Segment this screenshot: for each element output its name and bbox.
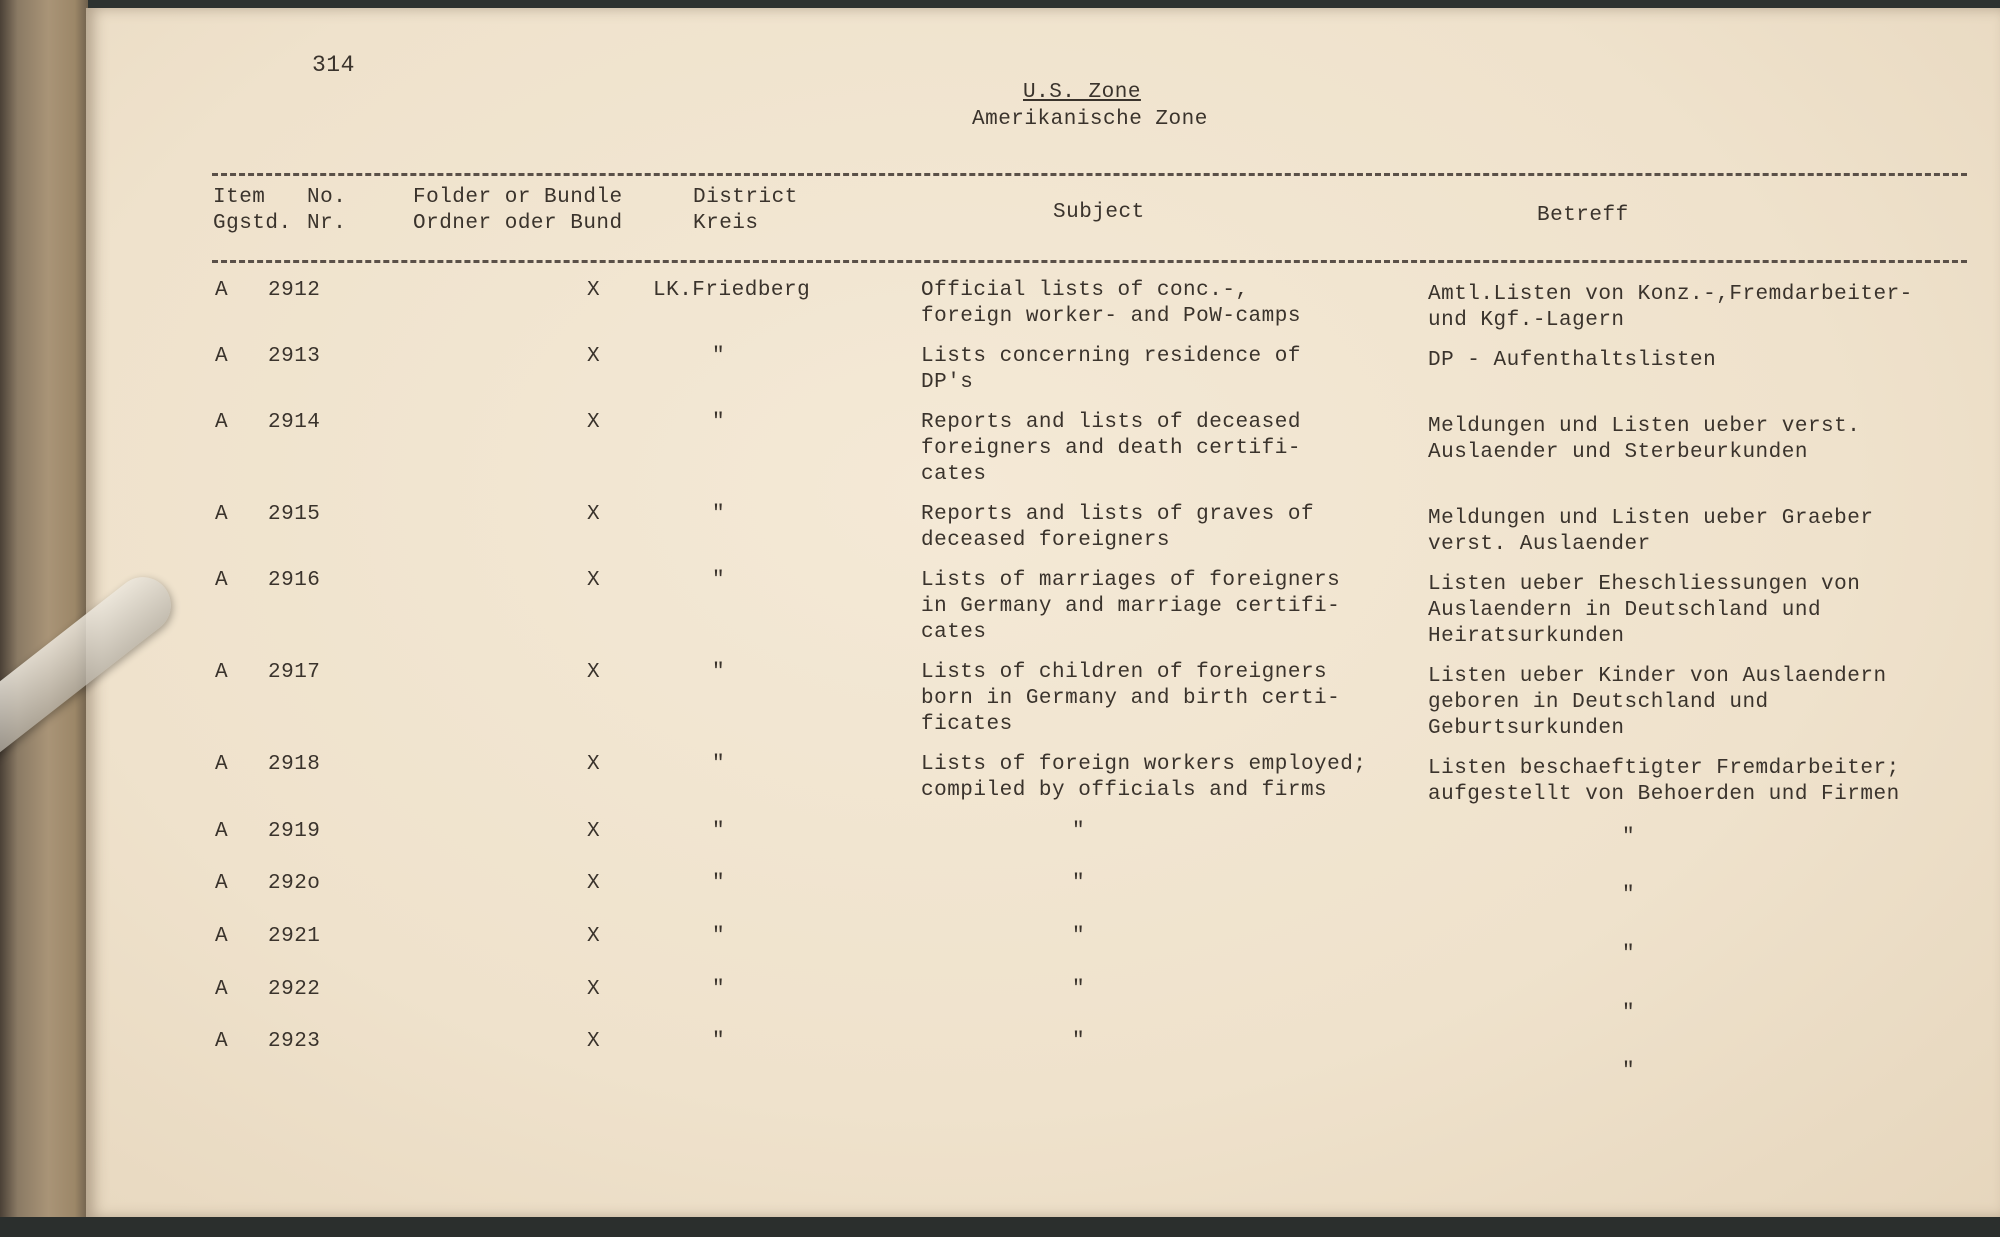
cell-district: ": [712, 872, 726, 895]
cell-district: ": [712, 820, 726, 843]
cell-subject: Lists of marriages of foreigners in Germ…: [921, 569, 1341, 644]
cell-betreff: ": [1622, 884, 1636, 907]
cell-item: A: [215, 820, 229, 843]
cell-betreff: Amtl.Listen von Konz.-,Fremdarbeiter- un…: [1428, 283, 1913, 332]
cell-district: ": [712, 753, 726, 776]
cell-betreff: ": [1622, 1060, 1636, 1083]
divider-top: [212, 173, 1967, 176]
cell-subject: Lists of children of foreigners born in …: [921, 661, 1341, 736]
cell-no: 2921: [268, 925, 321, 948]
cell-item: A: [215, 279, 229, 302]
cell-subject: Lists concerning residence of DP's: [921, 345, 1301, 394]
book-bottom-edge: [0, 1217, 2000, 1237]
cell-folder: X: [587, 1030, 601, 1053]
cell-folder: X: [587, 925, 601, 948]
cell-item: A: [215, 345, 229, 368]
divider-header: [212, 260, 1967, 263]
cell-folder: X: [587, 820, 601, 843]
cell-subject: ": [1072, 978, 1086, 1001]
cell-item: A: [215, 753, 229, 776]
cell-district: ": [712, 411, 726, 434]
cell-district: ": [712, 569, 726, 592]
cell-no: 2918: [268, 753, 321, 776]
header-folder: Folder or Bundle Ordner oder Bund: [413, 186, 623, 235]
cell-no: 2919: [268, 820, 321, 843]
cell-betreff: ": [1622, 943, 1636, 966]
cell-folder: X: [587, 978, 601, 1001]
cell-no: 2922: [268, 978, 321, 1001]
header-district: District Kreis: [693, 186, 798, 235]
header-item: Item Ggstd.: [213, 186, 292, 235]
cell-district: ": [712, 1030, 726, 1053]
cell-district: ": [712, 925, 726, 948]
cell-betreff: Listen ueber Eheschliessungen von Auslae…: [1428, 573, 1861, 648]
cell-item: A: [215, 661, 229, 684]
cell-betreff: Listen ueber Kinder von Auslaendern gebo…: [1428, 665, 1887, 740]
page-number: 314: [312, 52, 355, 78]
cell-folder: X: [587, 279, 601, 302]
cell-folder: X: [587, 872, 601, 895]
cell-betreff: DP - Aufenthaltslisten: [1428, 349, 1717, 372]
cell-folder: X: [587, 503, 601, 526]
cell-subject: ": [1072, 925, 1086, 948]
page-title: U.S. Zone: [1023, 81, 1141, 104]
cell-district: ": [712, 503, 726, 526]
cell-item: A: [215, 1030, 229, 1053]
cell-no: 2912: [268, 279, 321, 302]
cell-betreff: Meldungen und Listen ueber Graeber verst…: [1428, 507, 1874, 556]
cell-item: A: [215, 569, 229, 592]
cell-district: LK.Friedberg: [653, 279, 811, 302]
cell-no: 2913: [268, 345, 321, 368]
header-no: No. Nr.: [307, 186, 347, 235]
page-subtitle: Amerikanische Zone: [972, 108, 1208, 131]
cell-folder: X: [587, 411, 601, 434]
cell-folder: X: [587, 345, 601, 368]
cell-subject: Official lists of conc.-, foreign worker…: [921, 279, 1301, 328]
cell-item: A: [215, 411, 229, 434]
cell-subject: Reports and lists of deceased foreigners…: [921, 411, 1301, 486]
cell-no: 2923: [268, 1030, 321, 1053]
cell-district: ": [712, 661, 726, 684]
header-subject: Subject: [1053, 201, 1145, 224]
cell-no: 2915: [268, 503, 321, 526]
cell-district: ": [712, 345, 726, 368]
cell-subject: ": [1072, 820, 1086, 843]
cell-no: 292o: [268, 872, 321, 895]
cell-no: 2914: [268, 411, 321, 434]
cell-subject: Lists of foreign workers employed; compi…: [921, 753, 1367, 802]
cell-item: A: [215, 503, 229, 526]
cell-no: 2917: [268, 661, 321, 684]
cell-item: A: [215, 872, 229, 895]
cell-folder: X: [587, 569, 601, 592]
cell-betreff: ": [1622, 826, 1636, 849]
cell-district: ": [712, 978, 726, 1001]
cell-folder: X: [587, 661, 601, 684]
cell-item: A: [215, 978, 229, 1001]
cell-betreff: Listen beschaeftigter Fremdarbeiter; auf…: [1428, 757, 1900, 806]
header-betreff: Betreff: [1537, 204, 1629, 227]
cell-subject: ": [1072, 872, 1086, 895]
cell-no: 2916: [268, 569, 321, 592]
cell-subject: Reports and lists of graves of deceased …: [921, 503, 1315, 552]
cell-subject: ": [1072, 1030, 1086, 1053]
cell-betreff: Meldungen und Listen ueber verst. Auslae…: [1428, 415, 1861, 464]
book-page-edges: [0, 0, 88, 1237]
cell-item: A: [215, 925, 229, 948]
cell-folder: X: [587, 753, 601, 776]
cell-betreff: ": [1622, 1002, 1636, 1025]
document-page: [86, 8, 2000, 1218]
